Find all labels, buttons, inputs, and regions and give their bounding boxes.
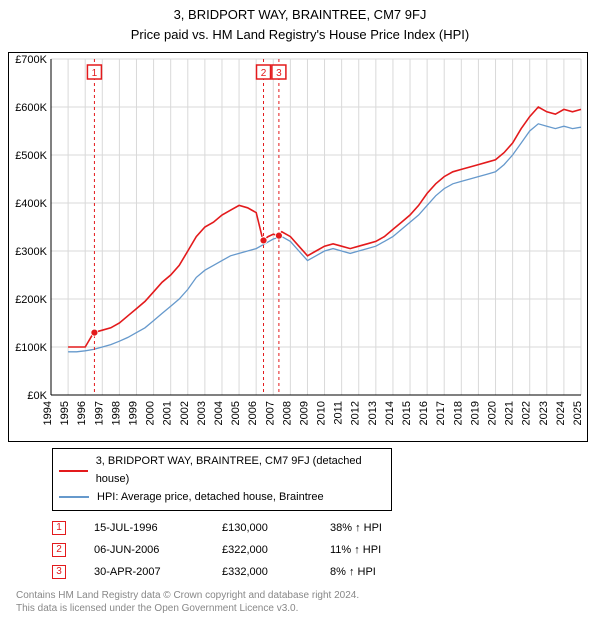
sale-marker-box: 1: [52, 521, 66, 535]
svg-text:2007: 2007: [264, 401, 276, 425]
svg-text:2002: 2002: [179, 401, 191, 425]
svg-text:2018: 2018: [452, 401, 464, 425]
legend-swatch: [59, 496, 89, 498]
svg-text:2016: 2016: [418, 401, 430, 425]
sale-row: 2 06-JUN-2006 £322,000 11% ↑ HPI: [52, 539, 592, 561]
svg-text:£400K: £400K: [15, 198, 47, 210]
svg-text:£0K: £0K: [27, 390, 47, 402]
sale-row: 1 15-JUL-1996 £130,000 38% ↑ HPI: [52, 517, 592, 539]
sale-price: £130,000: [222, 522, 302, 534]
svg-text:2001: 2001: [162, 401, 174, 425]
svg-text:1999: 1999: [127, 401, 139, 425]
sale-marker-box: 2: [52, 543, 66, 557]
sale-marker-box: 3: [52, 565, 66, 579]
svg-text:1996: 1996: [76, 401, 88, 425]
sale-date: 06-JUN-2006: [94, 544, 194, 556]
svg-text:1: 1: [92, 68, 98, 79]
svg-text:2015: 2015: [401, 401, 413, 425]
svg-text:£600K: £600K: [15, 102, 47, 114]
chart-svg: £0K £100K £200K £300K £400K £500K £600K £700K 19…: [9, 53, 587, 441]
svg-text:2014: 2014: [384, 401, 396, 425]
legend-label: HPI: Average price, detached house, Brai…: [97, 489, 324, 507]
svg-text:£700K: £700K: [15, 54, 47, 66]
legend-row: HPI: Average price, detached house, Brai…: [59, 489, 385, 507]
svg-text:2: 2: [261, 68, 267, 79]
svg-text:2008: 2008: [281, 401, 293, 425]
svg-text:2009: 2009: [298, 401, 310, 425]
svg-text:1997: 1997: [93, 401, 105, 425]
chart-subtitle: Price paid vs. HM Land Registry's House …: [8, 26, 592, 44]
svg-text:2000: 2000: [145, 401, 157, 425]
svg-text:3: 3: [276, 68, 282, 79]
svg-text:2025: 2025: [572, 401, 584, 425]
sale-date: 15-JUL-1996: [94, 522, 194, 534]
svg-text:1998: 1998: [110, 401, 122, 425]
footnote-line: Contains HM Land Registry data © Crown c…: [16, 589, 592, 602]
legend-row: 3, BRIDPORT WAY, BRAINTREE, CM7 9FJ (det…: [59, 453, 385, 488]
legend-swatch: [59, 470, 88, 472]
svg-text:£500K: £500K: [15, 150, 47, 162]
svg-text:1995: 1995: [59, 401, 71, 425]
legend-label: 3, BRIDPORT WAY, BRAINTREE, CM7 9FJ (det…: [96, 453, 385, 488]
sale-pct: 11% ↑ HPI: [330, 544, 430, 556]
svg-text:2019: 2019: [469, 401, 481, 425]
svg-text:2023: 2023: [538, 401, 550, 425]
svg-text:2020: 2020: [487, 401, 499, 425]
svg-text:2010: 2010: [316, 401, 328, 425]
footnote-line: This data is licensed under the Open Gov…: [16, 602, 592, 615]
svg-text:2003: 2003: [196, 401, 208, 425]
svg-text:2011: 2011: [333, 401, 345, 425]
chart-area: £0K £100K £200K £300K £400K £500K £600K £700K 19…: [8, 52, 588, 442]
svg-text:2017: 2017: [435, 401, 447, 425]
sale-pct: 38% ↑ HPI: [330, 522, 430, 534]
svg-text:2006: 2006: [247, 401, 259, 425]
svg-text:£100K: £100K: [15, 342, 47, 354]
svg-text:1994: 1994: [42, 401, 54, 425]
sale-date: 30-APR-2007: [94, 566, 194, 578]
sales-table: 115-JUL-1996£130,00038% ↑ HPI206-JUN-200…: [52, 517, 592, 583]
sale-pct: 8% ↑ HPI: [330, 566, 430, 578]
svg-text:£200K: £200K: [15, 294, 47, 306]
chart-title: 3, BRIDPORT WAY, BRAINTREE, CM7 9FJ: [8, 6, 592, 24]
svg-text:2012: 2012: [350, 401, 362, 425]
svg-text:2022: 2022: [521, 401, 533, 425]
chart-container: 3, BRIDPORT WAY, BRAINTREE, CM7 9FJ Pric…: [0, 0, 600, 623]
footnote: Contains HM Land Registry data © Crown c…: [16, 589, 592, 615]
svg-text:2013: 2013: [367, 401, 379, 425]
svg-text:2004: 2004: [213, 401, 225, 425]
sale-row: 3 30-APR-2007 £332,000 8% ↑ HPI: [52, 561, 592, 583]
legend: 3, BRIDPORT WAY, BRAINTREE, CM7 9FJ (det…: [52, 448, 392, 511]
svg-text:2021: 2021: [504, 401, 516, 425]
svg-text:£300K: £300K: [15, 246, 47, 258]
svg-text:2005: 2005: [230, 401, 242, 425]
svg-text:2024: 2024: [555, 401, 567, 425]
sale-price: £332,000: [222, 566, 302, 578]
sale-price: £322,000: [222, 544, 302, 556]
